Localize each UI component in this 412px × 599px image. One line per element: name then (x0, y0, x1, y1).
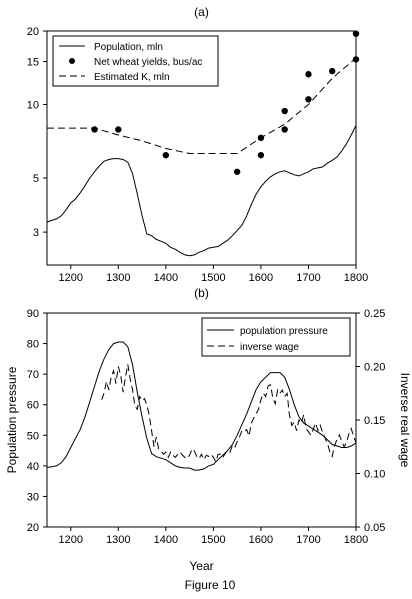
x-tick-label-a: 1600 (249, 272, 273, 284)
data-point-wheat-yield (258, 135, 264, 141)
legend-label-population-pressure: population pressure (240, 326, 328, 337)
y-tick-label-b: 20 (27, 522, 39, 534)
x-tick-label-b: 1600 (249, 534, 273, 546)
y-tick-label-b: 90 (27, 308, 39, 320)
x-tick-label-a: 1300 (106, 272, 130, 284)
figure-caption: Figure 10 (185, 578, 236, 592)
x-tick-label-b: 1300 (106, 534, 130, 546)
x-tick-label-a: 1800 (344, 272, 368, 284)
y-tick-label-a: 10 (27, 99, 39, 111)
legend-swatch-wheat-yields (69, 58, 75, 64)
y-tick-label-b: 40 (27, 461, 39, 473)
legend-label-inverse-wage: inverse wage (240, 342, 299, 353)
data-point-wheat-yield (353, 56, 359, 62)
data-point-wheat-yield (115, 126, 121, 132)
legend-a: Population, mln Net wheat yields, bus/ac E… (53, 36, 218, 86)
x-tick-label-a: 1200 (59, 272, 83, 284)
x-tick-label-b: 1200 (59, 534, 83, 546)
y-tick-label-right-b: 0.25 (364, 308, 385, 320)
panel-label-b: (b) (194, 286, 209, 300)
series-line-inverse-wage (102, 364, 356, 461)
x-tick-label-a: 1400 (154, 272, 178, 284)
y-tick-label-b: 60 (27, 400, 39, 412)
y-tick-label-b: 80 (27, 339, 39, 351)
data-point-wheat-yield (163, 152, 169, 158)
x-tick-label-b: 1500 (201, 534, 225, 546)
data-point-wheat-yield (91, 126, 97, 132)
legend-label-wheat-yields: Net wheat yields, bus/ac (94, 57, 202, 68)
legend-label-estimated-k: Estimated K, mln (94, 72, 170, 83)
x-tick-label-b: 1700 (296, 534, 320, 546)
y-tick-label-right-b: 0.10 (364, 469, 385, 481)
legend-label-population: Population, mln (94, 42, 163, 53)
y-tick-label-right-b: 0.20 (364, 362, 385, 374)
y-tick-label-b: 50 (27, 430, 39, 442)
y-tick-label-right-b: 0.15 (364, 415, 385, 427)
legend-b: population pressure inverse wage (202, 318, 350, 356)
y-tick-label-b: 70 (27, 369, 39, 381)
y-tick-label-a: 3 (33, 227, 39, 239)
chart-a: (a) 1200 1300 1400 1500 1600 1700 1800 3 5 10 15 20 P… (27, 5, 368, 284)
x-tick-label-b: 1800 (344, 534, 368, 546)
y-tick-label-b: 30 (27, 491, 39, 503)
y-axis-title-right-b: Inverse real wage (398, 373, 412, 468)
y-tick-label-a: 5 (33, 173, 39, 185)
series-line-population-pressure (47, 342, 356, 470)
y-tick-label-a: 20 (27, 26, 39, 38)
chart-b: (b) 1200 1300 1400 1500 1600 1700 1800 20 30 40 50 6… (5, 286, 412, 573)
data-point-wheat-yield (329, 68, 335, 74)
x-tick-label-a: 1500 (201, 272, 225, 284)
panel-label-a: (a) (194, 5, 209, 19)
series-line-population (47, 126, 356, 256)
x-tick-label-b: 1400 (154, 534, 178, 546)
data-point-wheat-yield (281, 108, 287, 114)
data-point-wheat-yield (353, 30, 359, 36)
data-point-wheat-yield (258, 152, 264, 158)
y-tick-label-a: 15 (27, 56, 39, 68)
y-axis-title-left-b: Population pressure (5, 366, 19, 473)
x-axis-title-b: Year (189, 559, 213, 573)
data-point-wheat-yield (305, 96, 311, 102)
y-tick-label-right-b: 0.05 (364, 522, 385, 534)
data-point-wheat-yield (305, 71, 311, 77)
x-tick-label-a: 1700 (296, 272, 320, 284)
data-point-wheat-yield (234, 169, 240, 175)
data-point-wheat-yield (281, 126, 287, 132)
